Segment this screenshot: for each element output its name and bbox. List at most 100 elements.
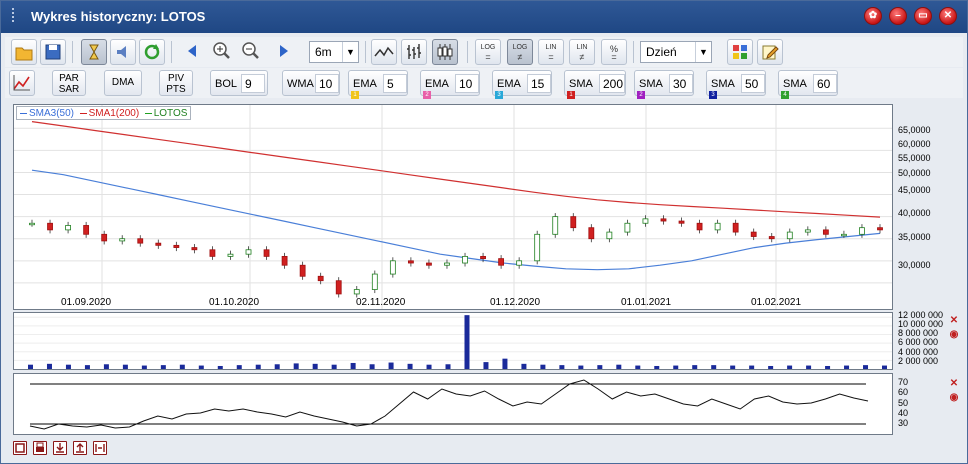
colors-button[interactable] [727, 39, 753, 65]
pivot-points-button[interactable]: PIV PTS [159, 70, 193, 96]
candle [660, 218, 667, 222]
volume-settings-icon[interactable]: ◉ [949, 329, 959, 340]
candle [624, 222, 631, 233]
log-scale-alt-button[interactable]: LOG ≠ [507, 39, 533, 65]
volume-bar [160, 365, 166, 369]
wma-input[interactable]: 10 [315, 74, 339, 93]
price-chart-panel[interactable]: SMA3(50) SMA1(200) LOTOS [13, 104, 893, 310]
volume-bar [559, 365, 565, 369]
sma3-input[interactable]: 50 [741, 74, 765, 93]
volume-chart[interactable] [14, 313, 892, 369]
candle [353, 289, 360, 295]
date-tick: 01.09.2020 [61, 297, 112, 308]
minimize-button[interactable]: – [889, 7, 907, 25]
dma-button[interactable]: DMA [104, 70, 142, 96]
price-axis: 65,0000 60,0000 55,0000 50,0000 45,0000 … [894, 104, 942, 310]
volume-bar [806, 365, 812, 369]
log-scale-button[interactable]: LOG = [475, 39, 501, 65]
candle [444, 262, 450, 266]
zoom-in-button[interactable] [210, 39, 236, 65]
maximize-button[interactable]: ▭ [914, 7, 932, 25]
sma2-input[interactable]: 30 [669, 74, 693, 93]
refresh-button[interactable] [139, 39, 165, 65]
volume-bar [350, 362, 356, 369]
volume-bar [540, 364, 546, 369]
oscillator-axis: 70 60 50 40 30 [898, 377, 909, 428]
sma4-input[interactable]: 60 [813, 74, 837, 93]
candle-chart-button[interactable] [432, 39, 458, 65]
download-icon [56, 443, 64, 453]
print-button[interactable] [33, 441, 47, 455]
ema3-indicator[interactable]: EMA 15 3 [492, 70, 552, 99]
sma1-input[interactable]: 200 [599, 74, 625, 93]
candle [534, 233, 541, 262]
volume-bar [654, 365, 660, 369]
sma2-indicator[interactable]: SMA 30 2 [634, 70, 694, 99]
volume-panel[interactable] [13, 312, 893, 370]
close-button[interactable]: ✕ [939, 7, 957, 25]
period-value: 6m [315, 45, 332, 59]
compare-button[interactable] [93, 441, 107, 455]
sma3-indicator[interactable]: SMA 50 3 [706, 70, 766, 99]
ema1-indicator[interactable]: EMA 5 1 [348, 70, 408, 99]
ema2-indicator[interactable]: EMA 10 2 [420, 70, 480, 99]
wma-indicator[interactable]: WMA 10 [282, 70, 340, 96]
edit-button[interactable] [757, 39, 783, 65]
oscillator-panel[interactable] [13, 373, 893, 435]
candle [389, 260, 396, 275]
folder-icon [15, 47, 33, 61]
sound-button[interactable] [110, 39, 136, 65]
save-button[interactable] [40, 39, 66, 65]
volume-bar [331, 364, 337, 369]
price-tick: 40,0000 [898, 208, 931, 218]
price-chart[interactable] [14, 105, 892, 309]
close-volume-panel-icon[interactable]: ✕ [949, 315, 959, 326]
line-chart-button[interactable] [371, 39, 397, 65]
oscillator-line [29, 379, 869, 430]
period-select[interactable]: 6m ▼ [309, 41, 359, 63]
volume-bar [236, 365, 242, 369]
lin-scale-alt-button[interactable]: LIN ≠ [569, 39, 595, 65]
close-oscillator-panel-icon[interactable]: ✕ [949, 378, 959, 389]
edit-pencil-icon [762, 45, 779, 60]
par-sar-button[interactable]: PAR SAR [52, 70, 86, 96]
volume-bar [502, 358, 508, 369]
bol-indicator[interactable]: BOL 9 [210, 70, 268, 96]
ema3-input[interactable]: 15 [527, 74, 551, 93]
chevron-down-icon: ▼ [342, 42, 358, 62]
scroll-left-button[interactable] [181, 39, 207, 65]
trend-chart-icon [13, 75, 30, 91]
sma1-indicator[interactable]: SMA 200 1 [564, 70, 626, 99]
candle [245, 249, 252, 255]
ema2-input[interactable]: 10 [455, 74, 479, 93]
sma4-indicator[interactable]: SMA 60 4 [778, 70, 838, 99]
oscillator-chart[interactable] [14, 374, 892, 434]
candle [462, 255, 468, 264]
percent-scale-button[interactable]: % = [601, 39, 627, 65]
ohlc-chart-button[interactable] [401, 39, 427, 65]
add-indicator-button[interactable] [9, 70, 35, 96]
open-folder-button[interactable] [11, 39, 37, 65]
candlestick-icon [437, 44, 453, 60]
ema1-input[interactable]: 5 [383, 74, 407, 93]
title-bar[interactable]: Wykres historyczny: LOTOS ✿ – ▭ ✕ [1, 1, 967, 33]
volume-bar [863, 365, 869, 369]
scroll-right-button[interactable] [271, 39, 297, 65]
drag-grip-icon[interactable] [11, 8, 15, 26]
bol-input[interactable]: 9 [241, 74, 265, 93]
candle [263, 249, 270, 257]
zoom-out-button[interactable] [239, 39, 265, 65]
oscillator-settings-icon[interactable]: ◉ [949, 392, 959, 403]
export-button[interactable] [53, 441, 67, 455]
volume-bar [84, 365, 90, 369]
candle [606, 231, 613, 240]
settings-gear-icon[interactable]: ✿ [864, 7, 882, 25]
date-tick: 01.10.2020 [209, 297, 260, 308]
lin-scale-button[interactable]: LIN = [538, 39, 564, 65]
history-button[interactable] [81, 39, 107, 65]
interval-select[interactable]: Dzień ▼ [640, 41, 712, 63]
price-tick: 35,0000 [898, 232, 931, 242]
fit-view-button[interactable] [13, 441, 27, 455]
import-button[interactable] [73, 441, 87, 455]
zoom-in-icon [213, 42, 230, 59]
